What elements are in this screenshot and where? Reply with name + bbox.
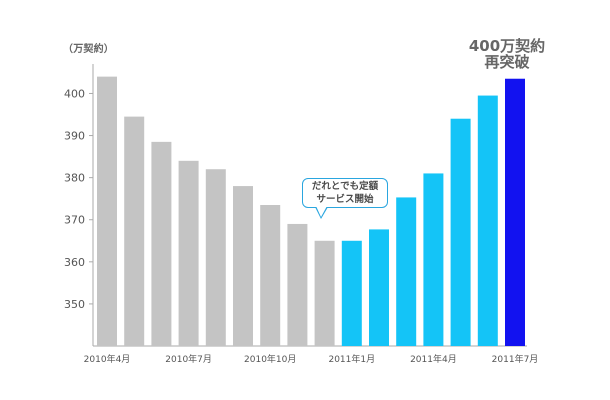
bar-2011年3月: [396, 197, 417, 346]
bar-2010年6月: [151, 141, 172, 346]
x-tick-label: 2010年7月: [165, 353, 212, 365]
bar-2011年4月: [423, 173, 444, 346]
bar-2010年7月: [178, 160, 199, 346]
y-tick-label: 390: [64, 130, 85, 143]
y-tick-label: 370: [64, 214, 85, 227]
y-axis-unit-label: （万契約）: [63, 44, 114, 55]
x-tick-label: 2010年4月: [84, 353, 131, 365]
callout-tail-fill: [316, 206, 327, 217]
headline-line-1: 400万契約: [468, 37, 546, 55]
y-tick-label: 360: [64, 256, 85, 269]
headline-line-2: 再突破: [484, 53, 530, 71]
y-tick-label: 400: [64, 87, 85, 100]
bar-2010年5月: [124, 116, 145, 346]
bar-2010年11月: [287, 223, 308, 346]
callout-bubble: だれとでも定額 サービス開始: [302, 178, 388, 208]
bar-2010年4月: [97, 76, 117, 347]
x-tick-label: 2011年7月: [492, 353, 539, 365]
callout-line-2: サービス開始: [316, 194, 374, 205]
bar-2010年12月: [314, 240, 335, 346]
x-tick-label: 2010年10月: [244, 353, 296, 365]
bar-2011年2月: [369, 229, 389, 346]
x-tick-label: 2011年4月: [410, 353, 457, 365]
y-tick-label: 350: [64, 298, 85, 311]
bar-2010年9月: [233, 186, 253, 346]
callout-line-1: だれとでも定額: [311, 181, 379, 192]
bar-2010年10月: [260, 205, 281, 346]
x-tick-label: 2011年1月: [328, 353, 375, 365]
bar-2011年7月: [505, 78, 525, 346]
bar-2010年8月: [205, 169, 226, 346]
bar-2011年5月: [450, 118, 471, 346]
bar-2011年1月: [341, 240, 362, 346]
bar-2011年6月: [477, 95, 498, 346]
headline-annotation: 400万契約 再突破: [452, 38, 562, 70]
y-tick-label: 380: [64, 172, 85, 185]
